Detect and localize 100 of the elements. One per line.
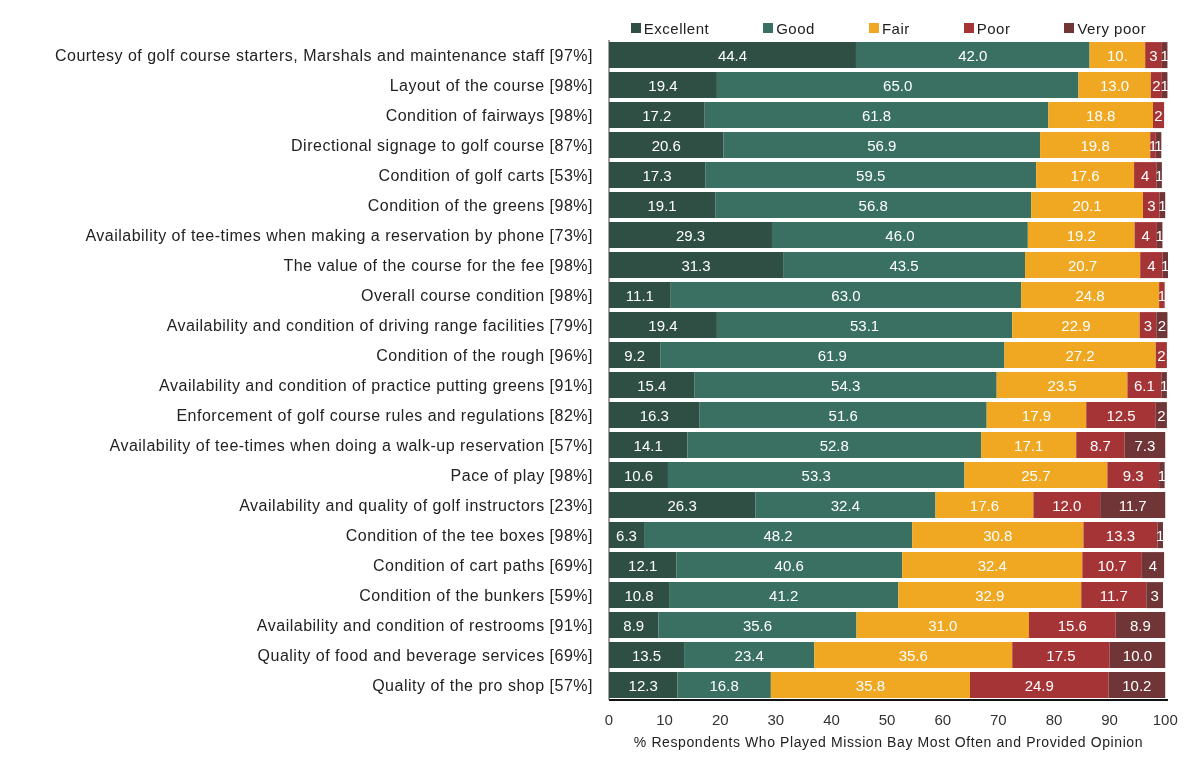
bar bbox=[1141, 552, 1165, 579]
data-label: 41.2 bbox=[769, 586, 799, 604]
bar bbox=[912, 522, 1084, 549]
data-label: 31.3 bbox=[681, 256, 711, 274]
legend-label: Fair bbox=[881, 19, 910, 37]
y-tick-label: Condition of golf carts [53%] bbox=[378, 166, 593, 184]
data-label: 24.8 bbox=[1075, 286, 1105, 304]
data-label: 2 bbox=[1157, 316, 1167, 334]
y-tick-label: Condition of fairways [98%] bbox=[385, 106, 593, 124]
data-label: 10.2 bbox=[1122, 676, 1152, 694]
data-label: 10. bbox=[1106, 46, 1128, 64]
bar bbox=[716, 312, 1013, 339]
y-tick-label: Condition of the greens [98%] bbox=[367, 196, 593, 214]
data-label: 63.0 bbox=[831, 286, 861, 304]
bar bbox=[1083, 522, 1158, 549]
bar bbox=[1048, 102, 1153, 129]
data-label: 4 bbox=[1147, 256, 1156, 274]
y-tick-label: Availability and condition of driving range facilities [79%] bbox=[166, 316, 593, 334]
data-label: 52.8 bbox=[819, 436, 849, 454]
data-label: 29.3 bbox=[675, 226, 706, 244]
data-label: 61.9 bbox=[817, 346, 847, 364]
data-label: 65.0 bbox=[883, 76, 913, 94]
bar bbox=[1021, 282, 1160, 309]
legend-label: Very poor bbox=[1077, 19, 1147, 37]
y-tick-label: Availability and quality of golf instructors [23%] bbox=[239, 496, 593, 514]
data-label: 11.7 bbox=[1099, 586, 1128, 604]
bar bbox=[1012, 312, 1140, 339]
bar bbox=[1081, 582, 1147, 609]
data-label: 13.5 bbox=[631, 646, 662, 664]
bar bbox=[1145, 42, 1162, 69]
bar bbox=[986, 402, 1087, 429]
data-label: 23.4 bbox=[734, 646, 764, 664]
bar bbox=[856, 612, 1029, 639]
data-label: 12.3 bbox=[628, 676, 658, 694]
y-tick-label: Availability and condition of restrooms [91%] bbox=[256, 616, 593, 634]
y-tick-label: Quality of food and beverage services [69%] bbox=[257, 646, 593, 664]
bar bbox=[669, 582, 899, 609]
bar bbox=[964, 462, 1108, 489]
bar bbox=[644, 522, 913, 549]
y-tick-label: Overall course condition [98%] bbox=[361, 286, 593, 304]
data-label: 56.8 bbox=[858, 196, 888, 214]
bar bbox=[609, 312, 717, 339]
data-label: 32.4 bbox=[977, 556, 1007, 574]
bar bbox=[981, 432, 1077, 459]
bar bbox=[969, 672, 1109, 699]
legend-label: Poor bbox=[976, 19, 1011, 37]
y-tick-label: Courtesy of golf course starters, Marshals and maintenance staff [97%] bbox=[54, 46, 593, 64]
data-label: 6.3 bbox=[616, 526, 637, 544]
x-tick-label: 70 bbox=[990, 710, 1007, 728]
bar bbox=[694, 372, 997, 399]
x-tick-label: 90 bbox=[1101, 710, 1118, 728]
legend-label: Excellent bbox=[643, 19, 710, 37]
data-label: 35.6 bbox=[742, 616, 773, 634]
data-label: 9.2 bbox=[624, 346, 646, 364]
data-label: 13.3 bbox=[1105, 526, 1136, 544]
bar bbox=[704, 102, 1049, 129]
data-label: 10.6 bbox=[623, 466, 654, 484]
data-label: 11.7 bbox=[1118, 496, 1147, 514]
bar bbox=[609, 192, 716, 219]
bar bbox=[855, 42, 1090, 69]
x-tick-label: 10 bbox=[656, 710, 673, 728]
data-label: 31.0 bbox=[928, 616, 958, 634]
data-label: 44.4 bbox=[717, 46, 748, 64]
bar bbox=[1004, 342, 1156, 369]
bar bbox=[902, 552, 1083, 579]
data-label: 17.3 bbox=[642, 166, 672, 184]
data-label: 17.6 bbox=[969, 496, 1000, 514]
bar bbox=[609, 162, 706, 189]
x-tick-label: 80 bbox=[1045, 710, 1063, 728]
bar bbox=[1089, 42, 1146, 69]
data-label: 9.3 bbox=[1122, 466, 1144, 484]
x-tick-label: 30 bbox=[767, 710, 785, 728]
bar bbox=[1012, 642, 1110, 669]
bar bbox=[609, 102, 705, 129]
data-label: 2 bbox=[1157, 346, 1166, 364]
bar bbox=[1076, 432, 1125, 459]
bar bbox=[1078, 72, 1151, 99]
data-label: 12.5 bbox=[1106, 406, 1136, 424]
data-label: 16.3 bbox=[639, 406, 669, 424]
data-label: 16.8 bbox=[709, 676, 739, 694]
y-tick-label: Pace of play [98%] bbox=[450, 466, 593, 484]
data-label: 17.2 bbox=[642, 106, 672, 124]
bar bbox=[1134, 162, 1157, 189]
x-tick-label: 50 bbox=[878, 710, 896, 728]
data-label: 14.1 bbox=[633, 436, 663, 454]
bar bbox=[771, 222, 1028, 249]
bar bbox=[716, 72, 1079, 99]
data-label: 4 bbox=[1141, 226, 1150, 244]
bar bbox=[609, 222, 772, 249]
bar bbox=[670, 282, 1022, 309]
data-label: 12.0 bbox=[1052, 496, 1082, 514]
bar bbox=[1124, 432, 1166, 459]
data-label: 7.3 bbox=[1134, 436, 1156, 454]
bar bbox=[609, 672, 678, 699]
bar bbox=[1107, 462, 1160, 489]
bar bbox=[1086, 402, 1156, 429]
data-label: 19.8 bbox=[1080, 136, 1110, 154]
bar bbox=[609, 432, 688, 459]
data-label: 48.2 bbox=[763, 526, 793, 544]
y-tick-label: Layout of the course [98%] bbox=[389, 76, 593, 94]
